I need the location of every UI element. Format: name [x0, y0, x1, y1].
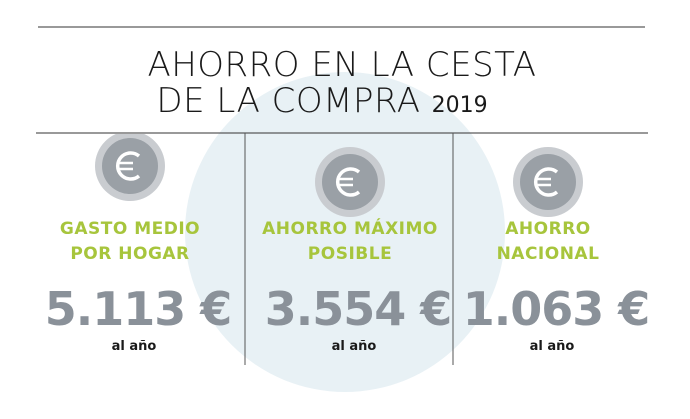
icon-circle [520, 154, 576, 210]
label: POR HOGAR [70, 244, 189, 264]
label: GASTO MEDIO [60, 219, 200, 239]
label: POSIBLE [308, 244, 392, 264]
watermark [185, 72, 505, 392]
icon-circle [322, 154, 378, 210]
title-year: 2019 [432, 93, 488, 118]
note: al año [112, 339, 157, 354]
label: AHORRO MÁXIMO [262, 217, 438, 239]
icon-circle [102, 138, 158, 194]
title-line: DE LA COMPRA 2019 [156, 81, 487, 121]
euro-glyph [335, 167, 361, 197]
euro-icon [95, 134, 165, 201]
value: 5.113 € [45, 282, 232, 336]
value: 3.554 € [265, 282, 452, 336]
euro-glyph [533, 167, 559, 197]
note: al año [530, 339, 575, 354]
label: NACIONAL [497, 244, 600, 264]
value: 1.063 € [463, 282, 650, 336]
euro-glyph [115, 151, 141, 181]
label: AHORRO [505, 219, 590, 239]
euro-icon [315, 147, 385, 217]
title-text: DE LA COMPRA [156, 81, 420, 121]
title-line: AHORRO EN LA CESTA [147, 45, 536, 85]
euro-icon [513, 147, 583, 217]
note: al año [332, 339, 377, 354]
